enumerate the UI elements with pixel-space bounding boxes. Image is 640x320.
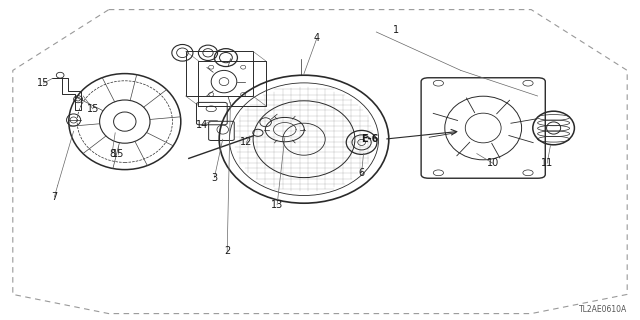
Text: 3: 3 <box>211 172 218 183</box>
Text: 15: 15 <box>112 148 125 159</box>
Text: 10: 10 <box>486 158 499 168</box>
Text: 8: 8 <box>109 148 115 159</box>
Text: 4: 4 <box>314 33 320 44</box>
Text: 15: 15 <box>86 104 99 114</box>
Text: 11: 11 <box>541 158 554 168</box>
Text: 6: 6 <box>358 168 365 178</box>
Text: 1: 1 <box>392 25 399 36</box>
Text: 13: 13 <box>271 200 284 210</box>
Text: 12: 12 <box>240 137 253 148</box>
Text: 7: 7 <box>51 192 58 202</box>
Text: E-6: E-6 <box>361 134 379 144</box>
Text: 15: 15 <box>37 78 50 88</box>
Text: 14: 14 <box>195 120 208 130</box>
Text: TL2AE0610A: TL2AE0610A <box>579 305 627 314</box>
Text: 2: 2 <box>224 246 230 256</box>
